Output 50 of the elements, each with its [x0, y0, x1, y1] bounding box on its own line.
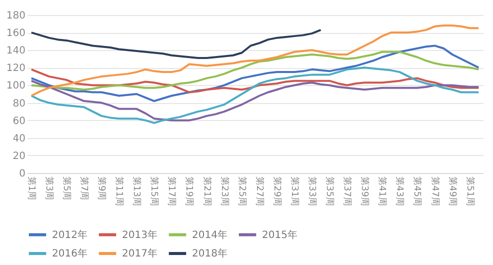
line-series — [30, 68, 480, 94]
legend-label: 2016年 — [52, 248, 88, 260]
x-tick-label: 第45周 — [412, 176, 423, 206]
y-tick-label: 40 — [12, 133, 26, 144]
x-tick-label: 第43周 — [394, 176, 406, 206]
x-tick-label: 第1周 — [26, 176, 37, 200]
x-tick-label: 第27周 — [254, 176, 265, 206]
legend-label: 2018年 — [192, 248, 228, 260]
x-tick-label: 第21周 — [201, 176, 212, 206]
x-tick-label: 第9周 — [96, 176, 108, 200]
x-tick-label: 第17周 — [166, 176, 178, 206]
x-tick-label: 第39周 — [359, 176, 370, 206]
y-tick-label: 120 — [6, 63, 26, 74]
x-tick-label: 第35周 — [324, 176, 336, 206]
x-tick-label: 第49周 — [446, 176, 458, 206]
y-tick-label: 160 — [6, 28, 26, 40]
x-tick-label: 第7周 — [78, 176, 90, 200]
line-series — [30, 24, 480, 97]
line-series — [30, 66, 480, 124]
legend-label: 2012年 — [52, 228, 88, 241]
x-tick-label: 第19周 — [184, 176, 195, 206]
y-tick-label: 140 — [6, 46, 26, 57]
legend-label: 2013年 — [122, 228, 158, 241]
x-tick-label: 第51周 — [464, 176, 476, 206]
x-tick-label: 第47周 — [429, 176, 440, 206]
line-series — [30, 44, 480, 102]
x-tick-label: 第3周 — [43, 176, 54, 200]
y-tick-label: 20 — [12, 150, 26, 162]
line-series — [30, 50, 480, 91]
legend-label: 2014年 — [192, 228, 228, 241]
legend-label: 2015年 — [262, 228, 298, 241]
x-tick-label: 第25周 — [236, 176, 248, 206]
x-tick-label: 第37周 — [342, 176, 353, 206]
x-tick-label: 第41周 — [376, 176, 388, 206]
legend-label: 2017年 — [122, 248, 158, 260]
x-tick-label: 第23周 — [218, 176, 230, 206]
x-tick-label: 第13周 — [131, 176, 142, 206]
x-tick-label: 第29周 — [271, 176, 282, 206]
x-tick-label: 第15周 — [148, 176, 160, 206]
y-tick-label: 80 — [12, 98, 26, 110]
x-tick-label: 第11周 — [114, 176, 125, 206]
x-tick-label: 第33周 — [306, 176, 318, 206]
line-series — [30, 80, 480, 122]
y-tick-label: 60 — [12, 116, 26, 127]
x-tick-label: 第31周 — [288, 176, 300, 206]
line-series — [30, 28, 322, 60]
y-tick-label: 180 — [6, 10, 26, 22]
y-tick-label: 0 — [19, 168, 26, 180]
x-tick-label: 第5周 — [60, 176, 72, 200]
y-tick-label: 100 — [6, 80, 26, 92]
